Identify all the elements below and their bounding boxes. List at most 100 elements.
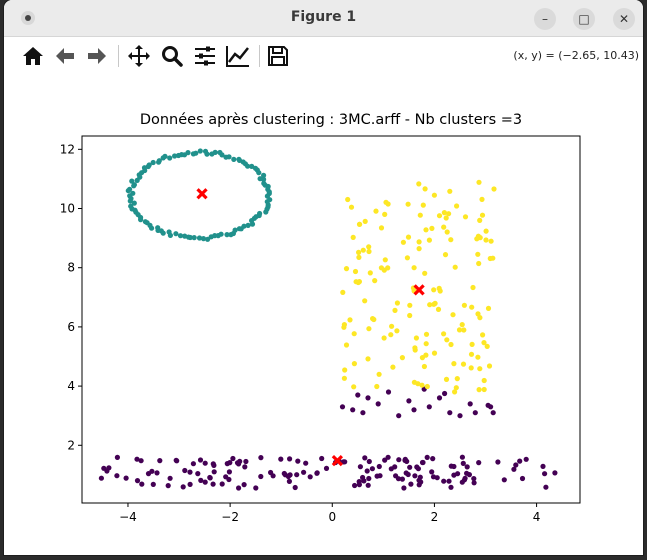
cluster-2-point: [423, 352, 429, 358]
cluster-2-point: [441, 331, 447, 337]
cluster-2-point: [488, 238, 494, 244]
cluster-2-point: [356, 254, 362, 260]
y-tick-label: 12: [60, 142, 75, 156]
cluster-2-point: [407, 302, 413, 308]
cluster-1-point: [125, 188, 131, 194]
cluster-2-point: [460, 361, 467, 367]
cluster-2-point: [356, 249, 362, 255]
cluster-0-point: [258, 473, 264, 480]
cluster-2-point: [456, 327, 463, 333]
cluster-2-point: [451, 361, 457, 367]
cluster-2-point: [416, 239, 422, 245]
cluster-0-point: [197, 457, 204, 463]
scatter-chart[interactable]: Données après clustering : 3MC.arff - Nb…: [4, 76, 643, 555]
cluster-0-point: [211, 469, 217, 475]
cluster-1-point: [236, 156, 242, 162]
axes-frame: [81, 135, 581, 504]
cluster-0-point: [292, 484, 298, 491]
cluster-2-point: [432, 300, 438, 306]
cluster-1-point: [175, 152, 182, 159]
cluster-1-point: [131, 183, 137, 189]
cluster-0-point: [207, 474, 213, 481]
cluster-2-point: [351, 331, 357, 337]
cluster-1-point: [197, 148, 203, 154]
cluster-0-point: [294, 472, 300, 478]
cluster-0-point: [281, 470, 287, 477]
cluster-2-point: [468, 365, 474, 371]
centroid-marker: [331, 455, 344, 467]
cluster-0-point: [202, 460, 208, 466]
cluster-0-point: [139, 481, 145, 487]
cluster-2-point: [431, 192, 437, 198]
cluster-0-point: [323, 465, 330, 471]
cluster-2-point: [486, 363, 493, 369]
cluster-2-point: [431, 287, 437, 293]
cluster-1-point: [264, 193, 270, 199]
cluster-2-point: [372, 278, 378, 284]
figure-canvas[interactable]: Données après clustering : 3MC.arff - Nb…: [4, 76, 643, 555]
cluster-2-point: [468, 351, 475, 357]
cluster-2-point: [348, 204, 355, 210]
y-tick-label: 8: [67, 261, 75, 275]
cluster-2-point: [459, 322, 465, 328]
cluster-2-point: [365, 356, 371, 362]
save-button[interactable]: [264, 42, 292, 70]
window-menu-button[interactable]: [21, 11, 35, 25]
cluster-2-point: [481, 386, 487, 393]
cluster-2-point: [378, 225, 385, 231]
configure-subplots-button[interactable]: [191, 42, 219, 70]
cluster-0-point: [399, 476, 405, 482]
zoom-button[interactable]: [158, 42, 186, 70]
back-button[interactable]: [51, 42, 79, 70]
home-button[interactable]: [19, 42, 47, 70]
cluster-2-point: [443, 376, 450, 382]
cluster-2-point: [376, 371, 382, 377]
forward-button[interactable]: [83, 42, 111, 70]
cluster-0-point: [210, 461, 216, 467]
cluster-0-point: [511, 466, 517, 472]
cluster-2-point: [373, 208, 379, 214]
cluster-0-point: [540, 463, 546, 469]
cluster-0-point: [485, 402, 491, 408]
cluster-0-point: [150, 481, 156, 487]
cluster-2-point: [429, 225, 435, 231]
cluster-2-point: [448, 237, 454, 243]
pan-button[interactable]: [125, 42, 153, 70]
title-bar[interactable]: Figure 1 – □ ✕: [4, 0, 643, 37]
cluster-0-point: [464, 464, 470, 470]
cluster-0-point: [420, 459, 426, 466]
cluster-2-point: [435, 306, 442, 312]
cluster-0-point: [134, 456, 140, 462]
cluster-1-point: [173, 231, 179, 237]
cluster-2-point: [381, 335, 387, 341]
cluster-0-point: [286, 478, 292, 484]
cluster-1-point: [191, 235, 197, 241]
maximize-button[interactable]: □: [573, 8, 595, 30]
cluster-2-point: [461, 327, 467, 333]
cluster-0-point: [376, 463, 382, 470]
cluster-2-point: [462, 214, 469, 220]
cluster-2-point: [394, 328, 400, 334]
cluster-2-point: [423, 227, 429, 233]
cluster-0-point: [114, 454, 120, 460]
minimize-button[interactable]: –: [534, 8, 556, 30]
cluster-0-point: [138, 458, 144, 464]
cluster-0-point: [418, 479, 424, 485]
cluster-1-point: [231, 156, 237, 162]
cluster-1-point: [202, 148, 209, 154]
cluster-2-point: [351, 384, 357, 390]
cluster-0-point: [471, 476, 477, 482]
cluster-0-point: [226, 476, 232, 483]
cluster-0-point: [303, 460, 309, 466]
cluster-1-point: [257, 176, 263, 182]
x-tick-label: 2: [431, 510, 439, 524]
x-tick-label: 0: [328, 510, 336, 524]
cluster-0-point: [355, 392, 361, 398]
cluster-2-point: [347, 317, 353, 323]
cluster-2-point: [351, 361, 357, 367]
cluster-1-point: [127, 198, 133, 204]
close-button[interactable]: ✕: [613, 8, 635, 30]
cluster-2-point: [469, 341, 475, 347]
edit-axes-button[interactable]: [224, 42, 252, 70]
cluster-2-point: [475, 311, 481, 317]
